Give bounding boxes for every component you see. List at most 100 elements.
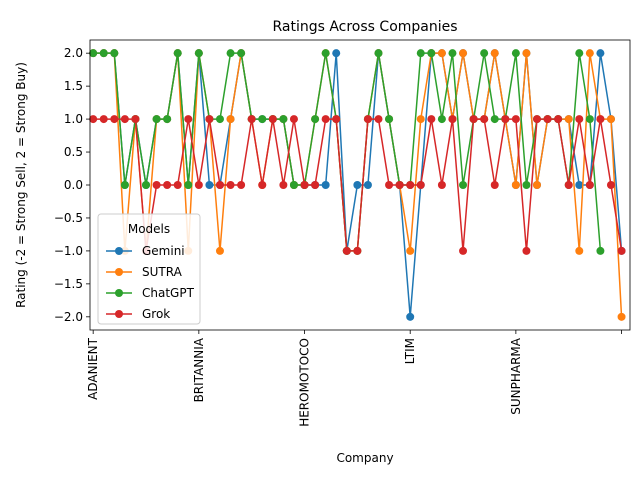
data-point-grok <box>416 181 425 189</box>
data-point-grok <box>480 115 489 124</box>
data-point-chatgpt <box>522 181 531 189</box>
data-point-sutra <box>511 181 520 189</box>
data-point-gemini <box>321 181 330 189</box>
data-point-sutra <box>437 49 446 58</box>
legend-box <box>97 213 201 325</box>
legend-entry: SUTRA <box>142 265 183 279</box>
data-point-grok <box>173 181 182 189</box>
data-point-grok <box>268 115 277 124</box>
data-point-grok <box>289 115 298 124</box>
data-point-grok <box>385 181 394 189</box>
data-point-grok <box>406 181 415 189</box>
data-point-chatgpt <box>289 181 298 189</box>
data-point-grok <box>395 181 404 189</box>
data-point-chatgpt <box>427 49 436 58</box>
data-point-grok <box>353 246 362 255</box>
data-point-grok <box>184 115 193 124</box>
data-point-grok <box>363 115 372 124</box>
data-point-chatgpt <box>585 115 594 124</box>
y-tick-label: −2.0 <box>54 310 83 324</box>
x-axis: ADANIENT BRITANNIA HEROMOTOCO LTIM SUNPHARMA <box>86 330 622 427</box>
data-point-sutra <box>416 115 425 124</box>
data-point-grok <box>533 115 542 124</box>
data-point-chatgpt <box>385 115 394 124</box>
y-tick-label: 0.0 <box>64 178 83 192</box>
data-point-chatgpt <box>184 181 193 189</box>
data-point-chatgpt <box>237 49 246 58</box>
data-point-grok <box>585 181 594 189</box>
data-point-chatgpt <box>89 49 98 58</box>
data-point-grok <box>543 115 552 124</box>
data-point-grok <box>596 115 605 124</box>
data-point-chatgpt <box>99 49 108 58</box>
legend-entry: ChatGPT <box>142 286 195 300</box>
legend-swatch-marker <box>115 268 123 276</box>
data-point-sutra <box>564 115 573 124</box>
data-point-gemini <box>353 181 362 189</box>
data-point-grok <box>501 115 510 124</box>
data-point-sutra <box>459 49 468 58</box>
y-axis: −2.0 −1.5 −1.0 −0.5 0.0 0.5 1.0 1.5 2.0 <box>54 46 90 324</box>
data-point-grok <box>554 115 563 124</box>
data-point-gemini <box>596 49 605 58</box>
y-tick-label: 1.0 <box>64 112 83 126</box>
chart-title: Ratings Across Companies <box>272 19 457 35</box>
data-point-grok <box>564 181 573 189</box>
y-tick-label: 0.5 <box>64 145 83 159</box>
data-point-grok <box>258 181 267 189</box>
data-point-sutra <box>533 181 542 189</box>
data-point-grok <box>606 181 615 189</box>
data-point-sutra <box>585 49 594 58</box>
data-point-grok <box>163 181 172 189</box>
data-point-chatgpt <box>120 181 129 189</box>
legend-swatch-marker <box>115 247 123 255</box>
data-point-grok <box>342 246 351 255</box>
data-point-grok <box>120 115 129 124</box>
x-tick-label: LTIM <box>403 338 417 364</box>
x-tick-label: SUNPHARMA <box>509 337 523 415</box>
data-point-gemini <box>575 181 584 189</box>
data-point-chatgpt <box>596 246 605 255</box>
data-point-chatgpt <box>110 49 119 58</box>
data-point-chatgpt <box>459 181 468 189</box>
data-point-chatgpt <box>215 115 224 124</box>
data-point-grok <box>374 115 383 124</box>
data-point-sutra <box>490 49 499 58</box>
data-point-sutra <box>617 312 626 321</box>
x-axis-label: Company <box>336 451 393 465</box>
data-point-gemini <box>205 181 214 189</box>
data-point-chatgpt <box>374 49 383 58</box>
data-point-grok <box>459 246 468 255</box>
data-point-grok <box>194 181 203 189</box>
data-point-sutra <box>215 246 224 255</box>
data-point-chatgpt <box>480 49 489 58</box>
data-point-sutra <box>406 246 415 255</box>
data-point-gemini <box>406 312 415 321</box>
data-point-chatgpt <box>173 49 182 58</box>
y-tick-label: −1.5 <box>54 277 83 291</box>
legend-entry: Gemini <box>142 244 185 258</box>
data-point-chatgpt <box>163 115 172 124</box>
x-tick-label: HEROMOTOCO <box>298 338 312 427</box>
data-point-chatgpt <box>142 181 151 189</box>
data-point-chatgpt <box>416 49 425 58</box>
data-point-grok <box>321 115 330 124</box>
data-point-grok <box>490 181 499 189</box>
data-point-chatgpt <box>490 115 499 124</box>
data-point-grok <box>205 115 214 124</box>
y-axis-label: Rating (-2 = Strong Sell, 2 = Strong Buy… <box>14 62 28 308</box>
data-point-grok <box>279 181 288 189</box>
legend-title: Models <box>128 222 170 236</box>
data-point-chatgpt <box>258 115 267 124</box>
data-point-grok <box>237 181 246 189</box>
data-point-grok <box>152 181 161 189</box>
data-point-chatgpt <box>437 115 446 124</box>
data-point-chatgpt <box>311 115 320 124</box>
data-point-chatgpt <box>511 49 520 58</box>
data-point-grok <box>427 115 436 124</box>
x-tick-label: ADANIENT <box>86 337 100 400</box>
data-point-chatgpt <box>152 115 161 124</box>
data-point-grok <box>131 115 140 124</box>
x-tick-label: BRITANNIA <box>192 337 206 402</box>
